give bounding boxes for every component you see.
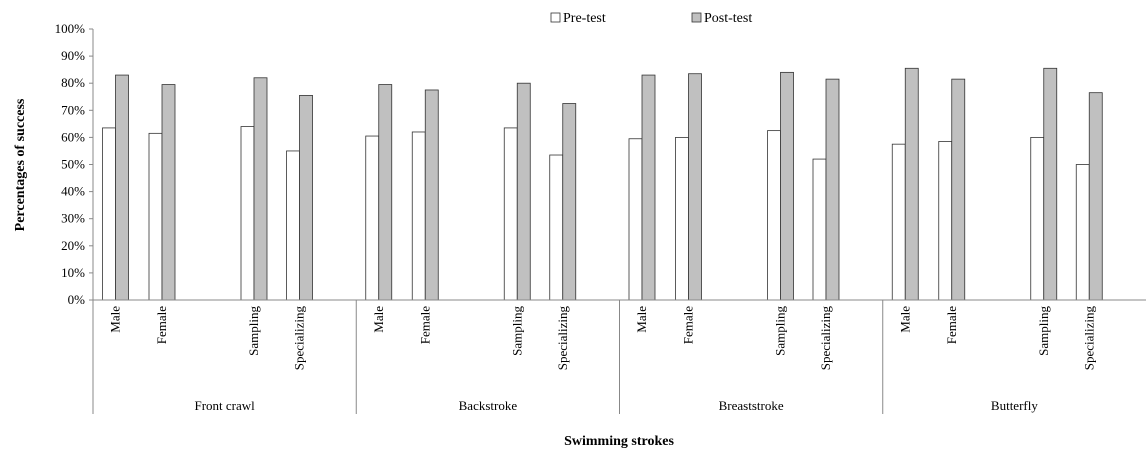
bar-post-test [1043, 67, 1058, 301]
bar-pre-test [240, 126, 255, 301]
x-axis: Male Female Sampling Specializing Front craw… [92, 299, 1146, 414]
x-category-label: Sampling [773, 306, 788, 356]
bar-post-test [253, 77, 268, 301]
x-category-label: Female [154, 306, 169, 344]
bar-pre-test [365, 135, 380, 301]
x-group-label: Breaststroke [719, 398, 784, 413]
legend-label: Post-test [704, 11, 752, 26]
x-category-label: Specializing [292, 306, 307, 371]
bars [102, 67, 1103, 301]
y-tick-label: 10% [61, 265, 85, 280]
bar-pre-test [675, 136, 689, 301]
y-tick-label: 20% [61, 238, 85, 253]
bar-post-test [641, 74, 656, 301]
y-tick-label: 100% [55, 21, 86, 36]
x-category-label: Female [944, 306, 959, 344]
x-group-label: Butterfly [991, 398, 1038, 413]
bar-post-test [378, 84, 393, 301]
legend-swatch [550, 12, 561, 23]
bar-post-test [299, 94, 313, 301]
bar-pre-test [102, 127, 116, 301]
x-category-label: Specializing [555, 306, 570, 371]
bar-post-test [424, 89, 439, 301]
bar-pre-test [148, 132, 163, 301]
bar-post-test [688, 73, 702, 301]
bar-pre-test [286, 150, 300, 301]
y-axis-title: Percentages of success [13, 98, 28, 231]
bar-post-test [1088, 92, 1103, 301]
x-category-label: Specializing [818, 306, 833, 371]
legend-swatch [691, 12, 702, 23]
x-category-label: Male [897, 306, 912, 333]
bar-post-test [115, 74, 129, 301]
y-tick-label: 50% [61, 157, 85, 172]
legend: Pre-test Post-test [550, 11, 752, 26]
y-tick-label: 40% [61, 184, 85, 199]
x-axis-title: Swimming strokes [564, 434, 674, 449]
bar-post-test [904, 67, 919, 301]
bar-pre-test [1075, 164, 1090, 301]
bar-post-test [562, 103, 577, 301]
x-category-label: Specializing [1081, 306, 1096, 371]
x-category-label: Sampling [509, 306, 524, 356]
bar-pre-test [1030, 136, 1045, 301]
x-category-label: Sampling [1036, 306, 1051, 356]
x-category-label: Male [371, 306, 386, 333]
y-tick-label: 70% [61, 102, 85, 117]
bar-pre-test [628, 138, 643, 301]
bar-post-test [516, 82, 531, 301]
bar-pre-test [891, 143, 906, 301]
y-tick-label: 30% [61, 211, 85, 226]
bar-pre-test [812, 158, 827, 301]
bar-pre-test [767, 130, 781, 301]
y-tick-label: 60% [61, 129, 85, 144]
y-tick-label: 0% [68, 292, 86, 307]
bar-pre-test [503, 127, 518, 301]
y-axis: 0% 10% 20% 30% 40% 50% 60% 70% 80% 90% 100% [55, 21, 94, 307]
bar-post-test [161, 84, 176, 301]
x-category-label: Male [634, 306, 649, 333]
bar-pre-test [411, 131, 426, 301]
x-category-label: Sampling [246, 306, 261, 356]
x-category-label: Female [417, 306, 432, 344]
x-group-label: Backstroke [459, 398, 518, 413]
bar-post-test [825, 78, 840, 301]
x-group-label: Front crawl [194, 398, 255, 413]
bar-pre-test [549, 154, 564, 301]
bar-post-test [780, 71, 794, 301]
x-category-label: Female [681, 306, 696, 344]
bar-post-test [951, 78, 966, 301]
legend-label: Pre-test [563, 11, 606, 26]
bar-pre-test [938, 141, 953, 301]
y-tick-label: 90% [61, 48, 85, 63]
y-tick-label: 80% [61, 75, 85, 90]
x-category-label: Male [108, 306, 123, 333]
